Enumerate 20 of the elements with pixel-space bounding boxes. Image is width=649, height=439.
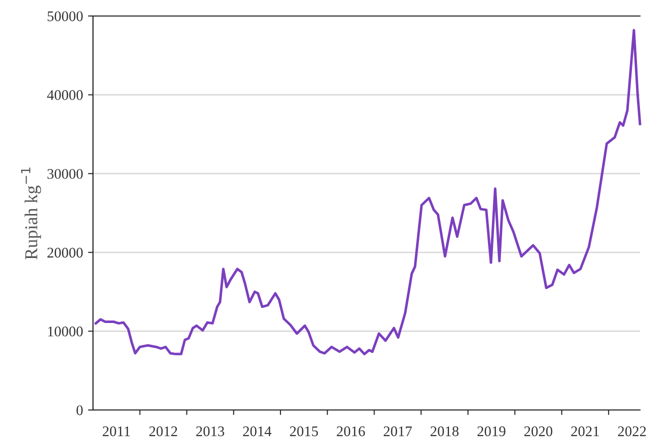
x-tick-label: 2018 bbox=[430, 426, 459, 436]
x-tick-label: 2022 bbox=[618, 426, 646, 436]
x-tick-label: 2012 bbox=[149, 426, 178, 436]
x-tick-label: 2014 bbox=[243, 426, 272, 436]
y-tick-label: 30000 bbox=[48, 168, 83, 179]
x-tick-label: 2015 bbox=[290, 426, 318, 436]
x-tick-label: 2011 bbox=[102, 426, 130, 436]
x-tick-label: 2017 bbox=[384, 426, 412, 436]
y-axis-title: Rupiah kg$^{−1}$ bbox=[21, 168, 42, 260]
x-tick-label: 2020 bbox=[524, 426, 552, 436]
y-tick-label: 0 bbox=[76, 405, 83, 416]
x-tick-label: 2021 bbox=[571, 426, 599, 436]
y-tick-label: 40000 bbox=[47, 90, 83, 100]
x-tick-label: 2019 bbox=[477, 426, 506, 436]
x-tick-label: 2013 bbox=[196, 426, 224, 436]
line-series bbox=[94, 28, 642, 356]
y-tick-label: 10000 bbox=[48, 326, 83, 336]
y-tick-label: 20000 bbox=[47, 248, 83, 258]
x-tick-label: 2016 bbox=[336, 426, 365, 436]
y-tick-label: 50000 bbox=[48, 11, 83, 22]
